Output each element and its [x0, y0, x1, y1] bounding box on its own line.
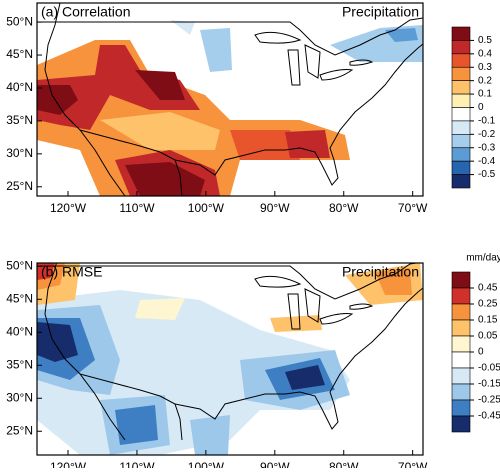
x-tick-label: 120°W — [50, 201, 87, 215]
colorbar-box — [451, 40, 471, 55]
contour-fill — [285, 365, 325, 390]
colorbar-box — [451, 53, 471, 68]
y-tick-label: 45°N — [6, 47, 33, 61]
colorbar-box — [451, 107, 471, 122]
colorbar-label: -0.15 — [478, 379, 500, 390]
colorbar-label: 0.3 — [478, 62, 492, 73]
y-tick-label: 45°N — [6, 291, 33, 305]
map-b — [37, 263, 423, 455]
x-tick-label: 80°W — [329, 460, 359, 468]
contour-fill — [37, 85, 78, 115]
colorbar-box — [451, 415, 471, 433]
colorbar-box — [451, 303, 471, 321]
map-frame — [36, 262, 424, 456]
colorbar-label: -0.1 — [478, 116, 496, 127]
panel-title: (a) Correlation — [41, 4, 130, 20]
x-tick-label: 100°W — [188, 460, 225, 468]
contour-fill — [375, 268, 412, 295]
colorbar-box — [451, 93, 471, 108]
y-tick-label: 50°N — [6, 258, 33, 272]
map-frame — [36, 2, 424, 197]
y-tick-label: 30°N — [6, 146, 33, 160]
colorbar-label: 0 — [478, 102, 484, 113]
y-tick-label: 35°N — [6, 357, 33, 371]
contour-fill — [37, 45, 200, 130]
x-tick-label: 80°W — [329, 201, 359, 215]
colorbar-label: 0.15 — [478, 315, 498, 326]
x-tick-label: 110°W — [119, 460, 155, 468]
colorbar-label: -0.45 — [478, 411, 500, 422]
x-tick-label: 100°W — [188, 201, 225, 215]
colorbar-label: 0.5 — [478, 35, 492, 46]
panel-variable: Precipitation — [342, 264, 419, 280]
y-tick-label: 25°N — [6, 423, 33, 437]
colorbar-box — [451, 160, 471, 175]
colorbar-label: -0.2 — [478, 129, 496, 140]
colorbar-label: -0.25 — [478, 395, 500, 406]
y-tick-label: 25°N — [6, 179, 33, 193]
colorbar-label: -0.3 — [478, 142, 496, 153]
colorbar-box — [451, 335, 471, 353]
x-tick-label: 110°W — [119, 201, 155, 215]
map-a — [37, 3, 423, 196]
colorbar-box — [451, 351, 471, 369]
colorbar-box — [451, 174, 471, 189]
colorbar-box — [451, 26, 471, 41]
colorbar-label: 0.2 — [478, 75, 492, 86]
contour-fill — [190, 415, 230, 455]
contour-fill — [37, 322, 78, 362]
contour-fill — [170, 20, 195, 35]
colorbar-label: 0.45 — [478, 283, 498, 294]
colorbar-label: 0.1 — [478, 89, 492, 100]
contour-fill — [385, 28, 418, 42]
colorbar-box — [451, 367, 471, 385]
contour-fill — [285, 130, 330, 158]
colorbar-label: -0.05 — [478, 363, 500, 374]
x-tick-label: 90°W — [260, 201, 290, 215]
colorbar-label: 0.4 — [478, 48, 492, 59]
contour-fill — [135, 298, 185, 320]
x-tick-label: 120°W — [50, 460, 87, 468]
colorbar-label: -0.5 — [478, 169, 496, 180]
colorbar-box — [451, 383, 471, 401]
x-tick-label: 70°W — [398, 201, 428, 215]
colorbar-box — [451, 271, 471, 289]
contour-fill — [270, 315, 322, 332]
colorbar-label: 0 — [478, 347, 484, 358]
colorbar-units: mm/day — [466, 253, 500, 264]
colorbar-box — [451, 80, 471, 95]
colorbar-box — [451, 66, 471, 81]
colorbar-box — [451, 399, 471, 417]
y-tick-label: 35°N — [6, 113, 33, 127]
colorbar-box — [451, 287, 471, 305]
contour-fill — [115, 405, 158, 445]
panel-variable: Precipitation — [342, 4, 419, 20]
contour-fill — [37, 263, 55, 280]
colorbar-box — [451, 147, 471, 162]
y-tick-label: 40°N — [6, 324, 33, 338]
y-tick-label: 50°N — [6, 14, 33, 28]
x-tick-label: 70°W — [398, 460, 428, 468]
colorbar-box — [451, 120, 471, 135]
y-tick-label: 30°N — [6, 390, 33, 404]
colorbar-label: 0.25 — [478, 299, 498, 310]
colorbar-label: 0.05 — [478, 331, 498, 342]
contour-fill — [100, 112, 220, 150]
y-tick-label: 40°N — [6, 80, 33, 94]
x-tick-label: 90°W — [260, 460, 290, 468]
colorbar-box — [451, 319, 471, 337]
colorbar-box — [451, 134, 471, 149]
contour-fill — [200, 28, 232, 72]
contour-fill — [230, 130, 300, 160]
contour-fill — [125, 162, 205, 196]
contour-fill — [135, 70, 185, 100]
panel-title: (b) RMSE — [41, 264, 102, 280]
colorbar-label: -0.4 — [478, 156, 496, 167]
